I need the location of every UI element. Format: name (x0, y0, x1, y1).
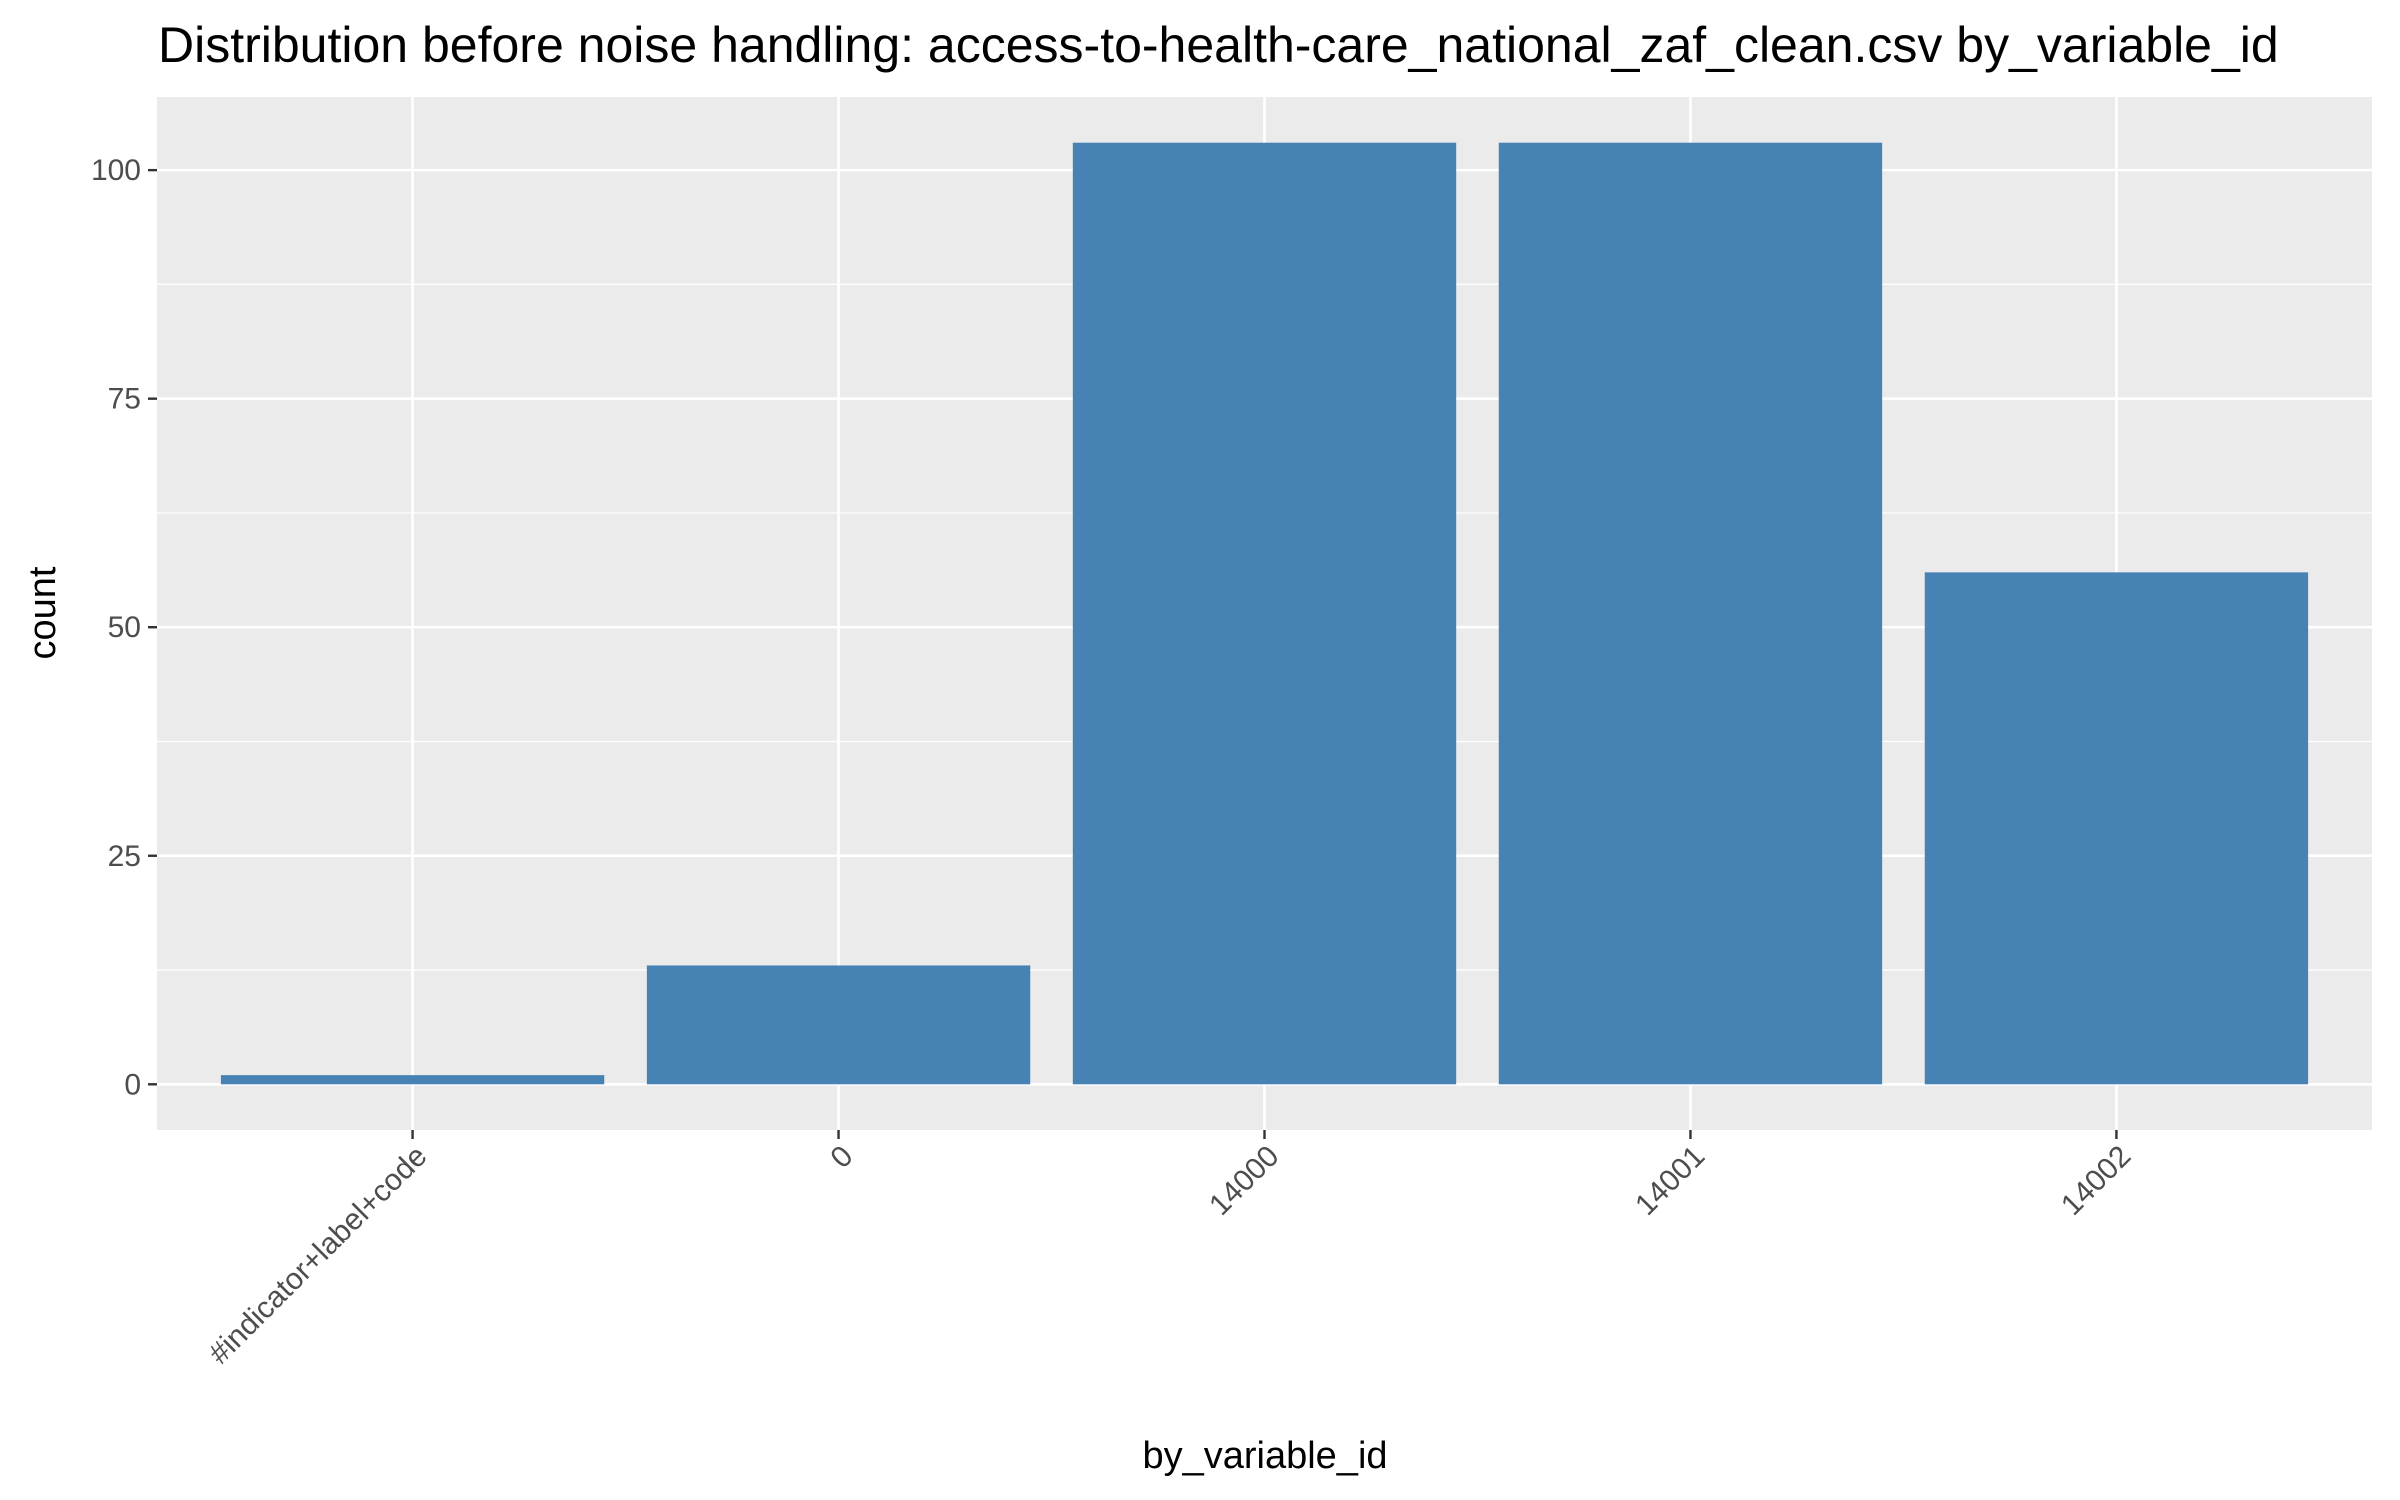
x-tick-label: 14002 (2055, 1140, 2137, 1222)
y-tick-label: 100 (91, 154, 141, 187)
x-axis-title: by_variable_id (1142, 1435, 1387, 1477)
bar-3 (1072, 142, 1457, 1085)
x-tick-label: 14001 (1629, 1140, 1711, 1222)
x-tick-label: 14000 (1203, 1140, 1285, 1222)
bar-4 (1498, 142, 1883, 1085)
chart-title: Distribution before noise handling: acce… (158, 17, 2279, 73)
y-axis-title: count (22, 566, 64, 659)
y-tick-label: 0 (124, 1068, 141, 1101)
y-axis: 0 25 50 75 100 (91, 154, 157, 1101)
y-tick-label: 25 (108, 840, 141, 873)
y-tick-label: 50 (108, 611, 141, 644)
x-tick-label: #indicator+label+code (203, 1140, 434, 1371)
bars (220, 142, 2309, 1085)
bar-5 (1924, 572, 2309, 1085)
x-axis: #indicator+label+code 0 14000 14001 14002 (203, 1130, 2137, 1371)
y-tick-label: 75 (108, 383, 141, 416)
bar-2 (646, 965, 1031, 1085)
x-tick-label: 0 (824, 1140, 859, 1175)
bar-1 (220, 1075, 605, 1085)
